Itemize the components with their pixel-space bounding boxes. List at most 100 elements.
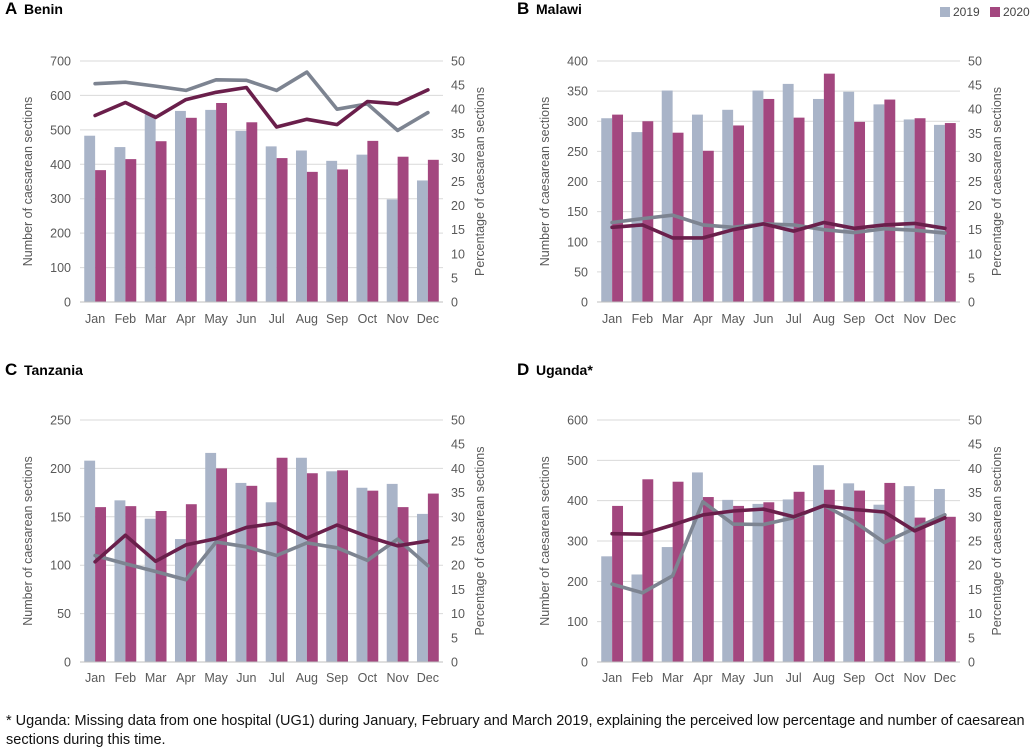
x-tick-label: Sep <box>843 312 865 326</box>
footnote: * Uganda: Missing data from one hospital… <box>6 713 1025 748</box>
bar-2019-nov <box>386 199 398 302</box>
y-tick-label: 600 <box>567 414 588 428</box>
x-tick-label: Feb <box>115 312 137 326</box>
y-tick-label: 400 <box>50 158 71 172</box>
bar-2020-aug <box>823 73 835 302</box>
bar-2019-jun <box>235 482 247 662</box>
y-tick-label: 500 <box>50 123 71 137</box>
bar-2020-feb <box>642 121 654 302</box>
y2-tick-label: 5 <box>451 271 458 285</box>
y2-tick-label: 40 <box>968 462 982 476</box>
legend-swatch-2019 <box>940 7 950 17</box>
panel-letter: B <box>517 0 529 18</box>
bar-2020-may <box>733 505 745 662</box>
bar-2019-dec <box>933 488 945 662</box>
x-tick-label: Jul <box>786 312 802 326</box>
bar-2019-oct <box>356 487 368 662</box>
bar-2019-apr <box>691 114 703 302</box>
x-tick-label: May <box>721 312 745 326</box>
bar-2020-dec <box>944 123 956 303</box>
bar-2020-oct <box>367 490 379 662</box>
y2-tick-label: 45 <box>451 79 465 93</box>
x-tick-label: Dec <box>417 312 439 326</box>
panel-title: Uganda* <box>536 362 593 378</box>
y-tick-label: 200 <box>567 575 588 589</box>
x-tick-label: Jul <box>269 312 285 326</box>
y-axis-title: Number of caesarean sections <box>538 456 552 626</box>
bar-2020-apr <box>185 117 197 302</box>
bar-2020-oct <box>367 140 379 302</box>
bar-2019-aug <box>812 98 824 303</box>
y2-tick-label: 25 <box>968 175 982 189</box>
bar-2020-jul <box>276 158 288 302</box>
y2-tick-label: 20 <box>968 559 982 573</box>
y2-tick-label: 10 <box>451 607 465 621</box>
y2-tick-label: 35 <box>968 486 982 500</box>
y-axis-title: Number of caesarean sections <box>21 97 35 267</box>
y2-tick-label: 35 <box>968 127 982 141</box>
y2-tick-label: 20 <box>451 199 465 213</box>
y-axis-title: Number of caesarean sections <box>538 97 552 267</box>
bar-2020-mar <box>672 481 684 662</box>
x-tick-label: Oct <box>358 312 378 326</box>
x-tick-label: Nov <box>904 671 927 685</box>
bar-2019-oct <box>873 104 885 302</box>
bar-2019-mar <box>144 114 156 302</box>
bar-2020-dec <box>427 159 439 302</box>
y2-tick-label: 30 <box>968 510 982 524</box>
x-tick-label: Jun <box>753 671 773 685</box>
x-tick-label: Jun <box>236 312 256 326</box>
x-tick-label: Jan <box>602 312 622 326</box>
y-tick-label: 50 <box>57 607 71 621</box>
y2-tick-label: 0 <box>451 296 458 310</box>
y2-tick-label: 5 <box>968 631 975 645</box>
bar-2020-jun <box>763 98 775 303</box>
y-tick-label: 600 <box>50 89 71 103</box>
panel-letter: A <box>5 0 17 18</box>
bar-2020-oct <box>884 99 896 302</box>
bar-2020-jun <box>246 485 258 662</box>
y2-tick-label: 35 <box>451 486 465 500</box>
bar-2019-aug <box>295 457 307 662</box>
bar-2020-nov <box>914 118 926 302</box>
bar-2020-jan <box>612 114 624 302</box>
bar-2019-jul <box>265 502 277 662</box>
bar-2019-jan <box>601 556 613 662</box>
chart-panel-D: D Uganda* 0 100 200 300 400 500 600 0 5 10 15 20 25 30 3… <box>517 360 1004 685</box>
x-tick-label: Nov <box>387 312 410 326</box>
x-tick-label: Nov <box>904 312 927 326</box>
bar-2019-jul <box>782 83 794 303</box>
y-tick-label: 150 <box>567 205 588 219</box>
y2-tick-label: 0 <box>968 296 975 310</box>
x-tick-label: Mar <box>145 312 167 326</box>
bar-2019-jul <box>265 146 277 302</box>
bar-2020-jun <box>763 502 775 662</box>
bar-2019-mar <box>144 518 156 662</box>
legend-label-2019: 2019 <box>953 5 980 19</box>
x-tick-label: May <box>204 671 228 685</box>
y2-tick-label: 10 <box>968 247 982 261</box>
x-tick-label: Aug <box>813 671 835 685</box>
x-tick-label: Dec <box>934 671 956 685</box>
x-tick-label: May <box>204 312 228 326</box>
y-tick-label: 400 <box>567 55 588 69</box>
y-tick-label: 100 <box>567 235 588 249</box>
chart-panel-A: A Benin 0 100 200 300 400 500 600 700 0 5 10 15 20 25 30… <box>5 0 487 326</box>
bar-2019-dec <box>416 513 428 662</box>
bar-2020-may <box>733 125 745 302</box>
y2-tick-label: 30 <box>968 151 982 165</box>
x-tick-label: Feb <box>632 671 654 685</box>
y2-tick-label: 50 <box>968 414 982 428</box>
x-tick-label: Dec <box>417 671 439 685</box>
y2-tick-label: 0 <box>451 656 458 670</box>
line-percentage-2020 <box>610 220 947 240</box>
panels: A Benin0100200300400500600700051015202530… <box>5 0 1004 685</box>
x-tick-label: Mar <box>145 671 167 685</box>
y-tick-label: 250 <box>50 414 71 428</box>
bar-2019-sep <box>326 471 338 662</box>
x-tick-label: Dec <box>934 312 956 326</box>
bar-2020-jul <box>793 491 805 662</box>
chart-panel-B: B Malawi 0 50 100 150 200 250 300 350 400 0 5 10 15 20 2… <box>517 0 1004 326</box>
y2-tick-label: 20 <box>968 199 982 213</box>
bar-2020-sep <box>854 490 866 662</box>
